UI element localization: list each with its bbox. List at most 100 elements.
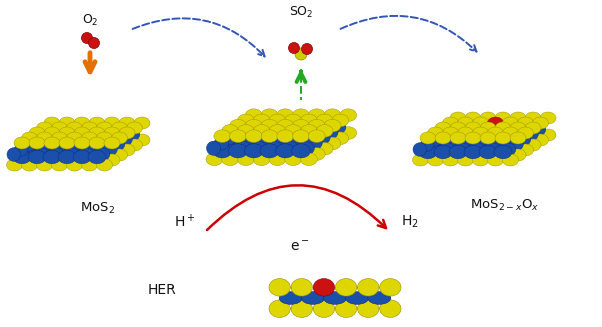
Ellipse shape: [475, 128, 493, 141]
Ellipse shape: [44, 127, 60, 139]
Ellipse shape: [308, 109, 325, 121]
Ellipse shape: [237, 143, 254, 155]
Ellipse shape: [453, 143, 471, 156]
Ellipse shape: [256, 136, 275, 150]
Text: MoS$_{2-x}$O$_x$: MoS$_{2-x}$O$_x$: [470, 198, 539, 213]
Ellipse shape: [450, 139, 466, 151]
Ellipse shape: [465, 132, 481, 144]
Ellipse shape: [261, 137, 278, 150]
Ellipse shape: [442, 127, 459, 139]
Ellipse shape: [52, 132, 67, 144]
Ellipse shape: [277, 130, 294, 143]
Ellipse shape: [288, 43, 300, 54]
Ellipse shape: [480, 112, 496, 124]
Ellipse shape: [52, 149, 67, 161]
Ellipse shape: [480, 149, 496, 161]
Ellipse shape: [43, 150, 61, 164]
Ellipse shape: [76, 128, 95, 141]
Ellipse shape: [435, 128, 449, 141]
Ellipse shape: [264, 131, 283, 145]
Ellipse shape: [232, 141, 252, 155]
Ellipse shape: [308, 137, 325, 150]
Ellipse shape: [69, 143, 87, 156]
Ellipse shape: [269, 143, 286, 155]
Ellipse shape: [7, 159, 22, 171]
Text: O$_2$: O$_2$: [82, 12, 98, 27]
Ellipse shape: [419, 145, 437, 159]
Ellipse shape: [39, 143, 57, 156]
Ellipse shape: [253, 114, 270, 127]
Ellipse shape: [89, 127, 105, 139]
Ellipse shape: [47, 138, 65, 151]
Ellipse shape: [503, 144, 518, 156]
Ellipse shape: [525, 122, 541, 134]
Ellipse shape: [261, 127, 278, 139]
Ellipse shape: [74, 117, 90, 129]
Ellipse shape: [503, 127, 518, 139]
Ellipse shape: [81, 32, 93, 43]
Ellipse shape: [237, 125, 254, 137]
Ellipse shape: [498, 143, 516, 156]
Ellipse shape: [13, 150, 31, 164]
Ellipse shape: [505, 128, 523, 141]
Ellipse shape: [324, 137, 341, 150]
Ellipse shape: [488, 154, 503, 166]
Ellipse shape: [465, 149, 481, 161]
Ellipse shape: [300, 125, 317, 137]
Ellipse shape: [214, 136, 229, 150]
Ellipse shape: [248, 131, 267, 145]
Ellipse shape: [44, 144, 60, 156]
Ellipse shape: [261, 119, 278, 132]
Ellipse shape: [458, 127, 474, 139]
Ellipse shape: [269, 132, 286, 145]
Ellipse shape: [59, 154, 75, 166]
Ellipse shape: [238, 120, 252, 134]
Ellipse shape: [213, 144, 232, 158]
Text: HER: HER: [147, 283, 176, 297]
Ellipse shape: [104, 154, 120, 166]
Ellipse shape: [346, 292, 368, 304]
Ellipse shape: [468, 123, 486, 136]
Ellipse shape: [119, 127, 135, 139]
Ellipse shape: [76, 148, 95, 161]
Ellipse shape: [246, 137, 262, 150]
Ellipse shape: [518, 127, 533, 139]
Ellipse shape: [59, 117, 75, 129]
Ellipse shape: [296, 131, 314, 145]
Ellipse shape: [89, 137, 105, 149]
Ellipse shape: [293, 130, 309, 143]
Ellipse shape: [503, 154, 518, 166]
Ellipse shape: [413, 143, 426, 156]
Ellipse shape: [495, 112, 511, 124]
Ellipse shape: [308, 127, 325, 139]
Ellipse shape: [261, 109, 278, 121]
Ellipse shape: [66, 122, 82, 134]
Ellipse shape: [269, 114, 286, 127]
Ellipse shape: [39, 133, 57, 146]
Ellipse shape: [253, 132, 270, 145]
Ellipse shape: [134, 117, 150, 129]
Ellipse shape: [253, 143, 270, 155]
Ellipse shape: [248, 120, 267, 134]
Ellipse shape: [302, 292, 324, 304]
Ellipse shape: [280, 141, 299, 155]
Ellipse shape: [111, 132, 128, 144]
Ellipse shape: [525, 139, 541, 151]
Ellipse shape: [119, 134, 135, 146]
Ellipse shape: [465, 139, 481, 151]
Ellipse shape: [237, 114, 254, 127]
Ellipse shape: [449, 145, 467, 159]
Ellipse shape: [277, 109, 294, 121]
Ellipse shape: [445, 138, 464, 151]
Ellipse shape: [277, 119, 294, 132]
Ellipse shape: [293, 127, 309, 139]
Ellipse shape: [316, 132, 333, 145]
Ellipse shape: [434, 145, 452, 159]
Ellipse shape: [488, 134, 503, 146]
Ellipse shape: [222, 153, 238, 165]
Ellipse shape: [134, 134, 150, 146]
Ellipse shape: [308, 119, 325, 132]
Ellipse shape: [225, 136, 244, 150]
Ellipse shape: [308, 148, 325, 160]
Ellipse shape: [313, 300, 335, 318]
